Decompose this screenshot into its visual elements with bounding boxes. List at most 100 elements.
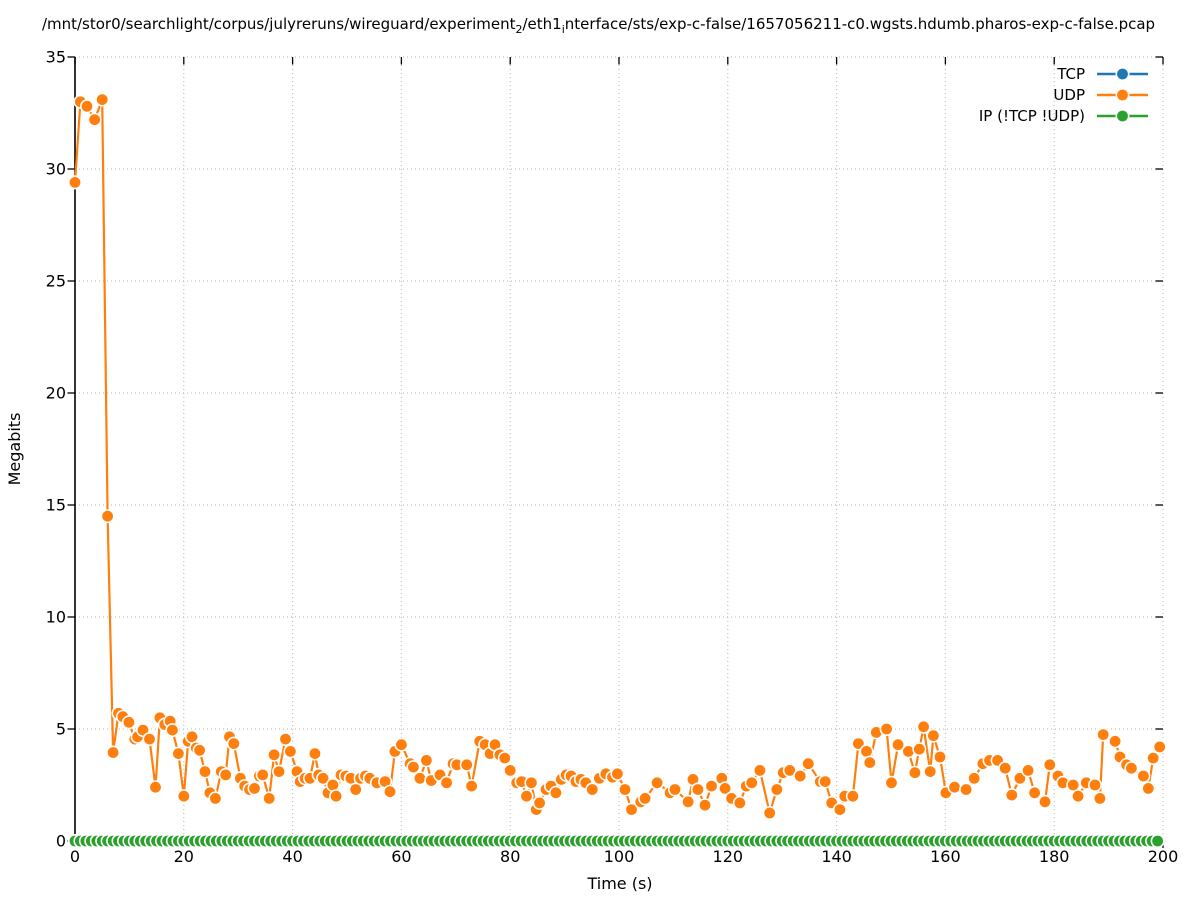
y-tick-label: 30 [46, 160, 66, 179]
data-point-marker [87, 112, 102, 127]
data-point-marker [959, 782, 974, 797]
data-point-marker [532, 795, 547, 810]
data-point-marker [1152, 739, 1167, 754]
data-point-marker [916, 719, 931, 734]
data-point-marker [255, 767, 270, 782]
data-point-marker [548, 785, 563, 800]
data-point-marker [585, 782, 600, 797]
data-point-marker [832, 802, 847, 817]
data-point-marker [519, 789, 534, 804]
data-point-marker [801, 756, 816, 771]
data-point-marker [1012, 771, 1027, 786]
data-point-marker [148, 780, 163, 795]
data-point-marker [681, 794, 696, 809]
data-point-marker [80, 99, 95, 114]
y-tick-label: 35 [46, 48, 66, 67]
data-point-marker [926, 728, 941, 743]
data-point-marker [1092, 791, 1107, 806]
y-tick-label: 15 [46, 496, 66, 515]
data-point-marker [1066, 777, 1081, 792]
chart-title-part: nterface/sts/exp-c-false/1657056211-c0.w… [564, 15, 1156, 33]
data-point-marker [697, 798, 712, 813]
x-tick-label: 200 [1148, 847, 1179, 866]
data-point-marker [912, 742, 927, 757]
data-point-marker [762, 805, 777, 820]
data-point-marker [226, 736, 241, 751]
data-point-marker [923, 764, 938, 779]
data-point-marker [316, 771, 331, 786]
data-point-marker [121, 715, 136, 730]
x-tick-label: 20 [174, 847, 194, 866]
data-point-marker [100, 509, 115, 524]
data-point-marker [1124, 761, 1139, 776]
data-point-marker [884, 775, 899, 790]
data-point-marker [1038, 794, 1053, 809]
x-tick-label: 100 [604, 847, 635, 866]
data-point-marker [1088, 777, 1103, 792]
data-point-marker [1108, 734, 1123, 749]
data-point-marker [1042, 757, 1057, 772]
legend-marker-sample [1115, 109, 1130, 124]
data-point-marker [497, 751, 512, 766]
legend-label: TCP [1056, 65, 1085, 83]
data-point-marker [198, 764, 213, 779]
data-point-marker [967, 771, 982, 786]
data-point-marker [406, 760, 421, 775]
data-point-marker [419, 753, 434, 768]
y-tick-label: 20 [46, 384, 66, 403]
data-point-marker [247, 781, 262, 796]
gridlines [75, 56, 1164, 841]
data-point-marker [283, 744, 298, 759]
data-point-marker [208, 791, 223, 806]
x-axis-label: Time (s) [586, 874, 652, 893]
chart-title-subscript: i [561, 23, 565, 36]
data-point-marker [624, 802, 639, 817]
chart-title-part: /eth1 [522, 15, 562, 33]
data-point-marker [610, 766, 625, 781]
data-point-marker [106, 745, 121, 760]
data-point-marker [650, 775, 665, 790]
data-point-marker [1071, 789, 1086, 804]
data-point-marker [818, 774, 833, 789]
data-point-marker [1004, 788, 1019, 803]
x-tick-label: 40 [282, 847, 302, 866]
x-tick-label: 60 [391, 847, 411, 866]
data-point-marker [1027, 785, 1042, 800]
data-point-marker [1021, 763, 1036, 778]
y-tick-label: 0 [56, 832, 66, 851]
data-point-marker [617, 782, 632, 797]
x-tick-label: 120 [713, 847, 744, 866]
data-point-marker [718, 781, 733, 796]
data-point-marker [278, 732, 293, 747]
x-tick-label: 80 [500, 847, 520, 866]
data-point-marker [1136, 768, 1151, 783]
y-tick-label: 5 [56, 720, 66, 739]
data-point-marker [907, 765, 922, 780]
data-point-marker [394, 737, 409, 752]
x-tick-label: 160 [930, 847, 961, 866]
y-tick-label: 25 [46, 272, 66, 291]
data-point-marker [891, 737, 906, 752]
y-axis-label: Megabits [5, 413, 24, 486]
data-point-marker [998, 761, 1013, 776]
data-point-marker [947, 780, 962, 795]
data-point-marker [845, 789, 860, 804]
legend-marker-sample [1115, 67, 1130, 82]
chart-title-subscript: 2 [515, 23, 523, 36]
series-line [73, 98, 1161, 815]
tick-labels: 0 5 10 15 20 25 30 35 0 20 40 60 80 100 120 140 160 180 20… [46, 48, 1179, 867]
data-point-marker [176, 789, 191, 804]
data-point-marker [218, 767, 233, 782]
data-point-marker [769, 782, 784, 797]
data-point-marker [348, 782, 363, 797]
data-point-marker [267, 747, 282, 762]
data-point-marker [690, 782, 705, 797]
data-point-marker [1141, 781, 1156, 796]
series-ip-tcp-udp- [68, 833, 1165, 848]
legend-label: IP (!TCP !UDP) [979, 107, 1085, 125]
data-point-marker [307, 746, 322, 761]
data-point-marker [704, 779, 719, 794]
chart-title: /mnt/stor0/searchlight/corpus/julyreruns… [0, 15, 1197, 36]
